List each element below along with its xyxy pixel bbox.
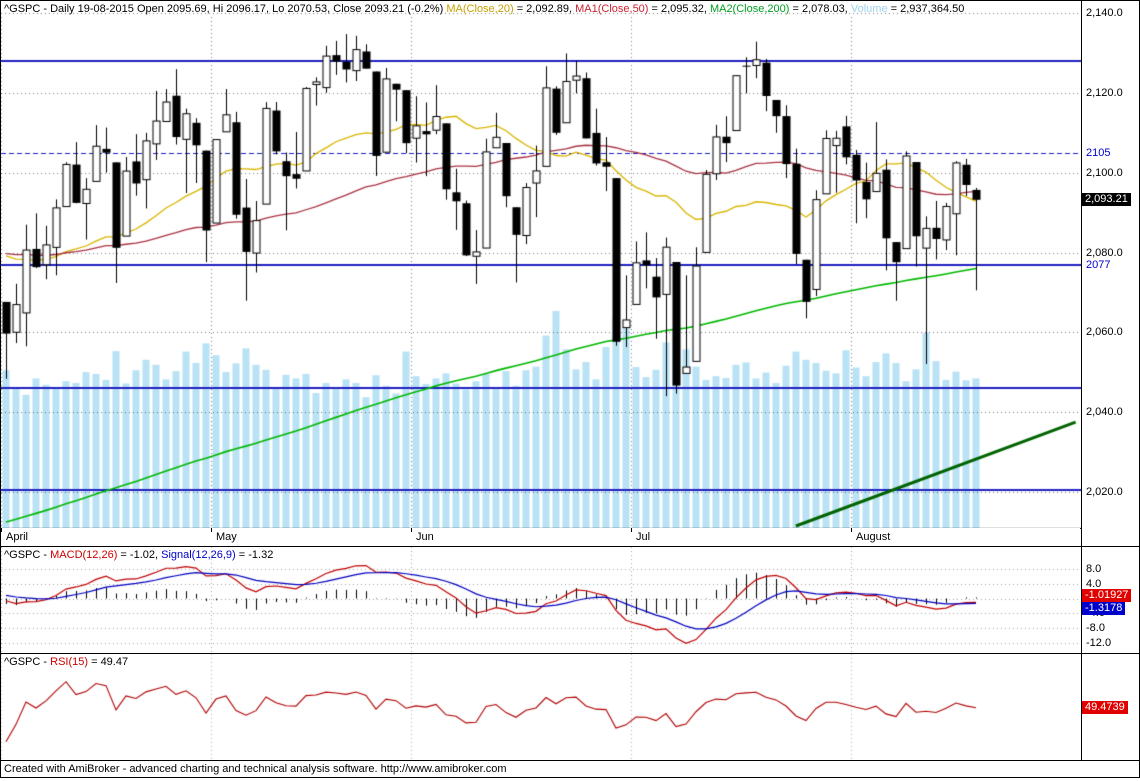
month-tick xyxy=(411,528,412,532)
title-segment: = 2,937,364.50 xyxy=(887,3,965,15)
title-segment: RSI(15) xyxy=(50,656,89,668)
bottom-rule xyxy=(0,777,1140,778)
price-axis-label: 2,040.0 xyxy=(1086,406,1123,419)
macd-axis-label: 8.0 xyxy=(1086,562,1102,575)
panel-divider xyxy=(0,653,1140,654)
month-label: Jul xyxy=(636,531,651,543)
price-axis-label: 2,020.0 xyxy=(1086,486,1123,499)
month-tick xyxy=(631,528,632,532)
price-panel-title: ^GSPC - Daily 19-08-2015 Open 2095.69, H… xyxy=(4,3,964,15)
month-tick xyxy=(851,528,852,532)
title-segment: = -1.32 xyxy=(235,549,274,561)
panel-divider xyxy=(0,760,1140,761)
title-segment: Volume xyxy=(850,3,888,15)
rsi-chart-canvas[interactable] xyxy=(1,654,1081,760)
rsi-panel-title: ^GSPC - RSI(15) = 49.47 xyxy=(4,656,128,668)
title-segment: MA(Close,20) xyxy=(446,3,514,15)
border-top xyxy=(0,0,1140,1)
macd-axis-label: 4.0 xyxy=(1086,577,1102,590)
title-segment: ^GSPC - xyxy=(4,549,51,561)
footer: Created with AmiBroker - advanced charti… xyxy=(4,763,507,775)
month-tick xyxy=(211,528,212,532)
sr-level-label: 2105 xyxy=(1086,146,1111,159)
macd-chart-canvas[interactable] xyxy=(1,547,1081,653)
last-price-badge: 2,093.21 xyxy=(1082,192,1131,206)
title-segment: = 2,078.03, xyxy=(789,3,851,15)
price-chart-canvas[interactable] xyxy=(1,1,1081,529)
title-segment: MA2(Close,200) xyxy=(709,3,790,15)
month-label: April xyxy=(6,531,29,543)
price-axis-label: 2,140.0 xyxy=(1086,6,1123,19)
panel-divider xyxy=(0,546,1140,547)
price-axis-label: 2,060.0 xyxy=(1086,326,1123,339)
title-segment: = -1.02, xyxy=(117,549,162,561)
title-segment: ^GSPC - xyxy=(4,656,51,668)
border-left xyxy=(0,0,1,778)
macd-panel-title: ^GSPC - MACD(12,26) = -1.02, Signal(12,2… xyxy=(4,549,273,561)
macd-axis-label: -8.0 xyxy=(1086,622,1105,635)
month-label: August xyxy=(856,531,891,543)
price-axis-label: 2,120.0 xyxy=(1086,86,1123,99)
title-segment: = 2,095.32, xyxy=(648,3,710,15)
price-axis-label: 2,100.0 xyxy=(1086,166,1123,179)
title-segment: = 49.47 xyxy=(88,656,129,668)
month-label: May xyxy=(216,531,237,543)
title-segment: MA1(Close,50) xyxy=(575,3,649,15)
title-segment: ^GSPC - Daily 19-08-2015 Open 2095.69, H… xyxy=(4,3,447,15)
title-segment: MACD(12,26) xyxy=(50,549,118,561)
macd-value-badge: -1.01927 xyxy=(1082,589,1132,603)
title-segment: = 2,092.89, xyxy=(513,3,576,15)
rsi-value-badge: 49.4739 xyxy=(1082,700,1128,714)
macd-axis-label: -12.0 xyxy=(1086,636,1112,649)
axis-divider xyxy=(1081,1,1082,760)
month-tick xyxy=(1,528,2,532)
month-label: Jun xyxy=(416,531,434,543)
date-axis[interactable]: April May Jun Jul August xyxy=(1,528,1080,545)
price-axis-label: 2,080.0 xyxy=(1086,246,1123,259)
sr-level-label: 2077 xyxy=(1086,258,1111,271)
title-segment: Signal(12,26,9) xyxy=(161,549,236,561)
signal-value-badge: -1.3178 xyxy=(1082,602,1126,616)
